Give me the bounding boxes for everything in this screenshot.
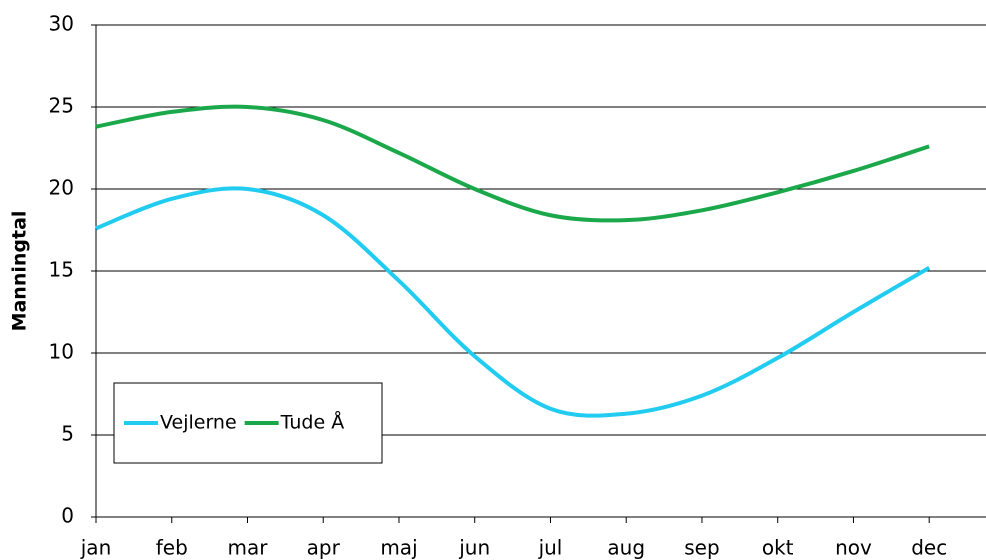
x-tick-label: okt xyxy=(762,536,794,560)
x-tick-label: jun xyxy=(458,536,490,560)
x-tick-label: apr xyxy=(307,536,341,560)
x-tick-label: aug xyxy=(607,536,645,560)
x-tick-label: feb xyxy=(156,536,188,560)
x-tick-label: jan xyxy=(80,536,112,560)
x-tick-label: maj xyxy=(380,536,417,560)
y-tick-label: 15 xyxy=(49,258,74,282)
y-tick-label: 10 xyxy=(49,340,74,364)
x-tick-label: sep xyxy=(684,536,719,560)
y-tick-label: 30 xyxy=(49,12,74,36)
x-tick-label: jul xyxy=(538,536,563,560)
series-line xyxy=(95,104,930,223)
y-tick-label: 20 xyxy=(49,176,74,200)
legend-label: Tude Å xyxy=(280,411,345,434)
y-tick-label: 0 xyxy=(61,504,74,528)
legend: Vejlerne Tude Å xyxy=(113,382,383,464)
y-tick-label: 25 xyxy=(49,94,74,118)
x-tick-label: dec xyxy=(911,536,947,560)
y-tick-label: 5 xyxy=(61,422,74,446)
x-tick-label: nov xyxy=(835,536,872,560)
y-axis-title: Manningtal xyxy=(9,211,31,332)
legend-label: Vejlerne xyxy=(160,412,237,434)
series-line xyxy=(95,186,931,418)
x-tick-label: mar xyxy=(228,536,269,560)
